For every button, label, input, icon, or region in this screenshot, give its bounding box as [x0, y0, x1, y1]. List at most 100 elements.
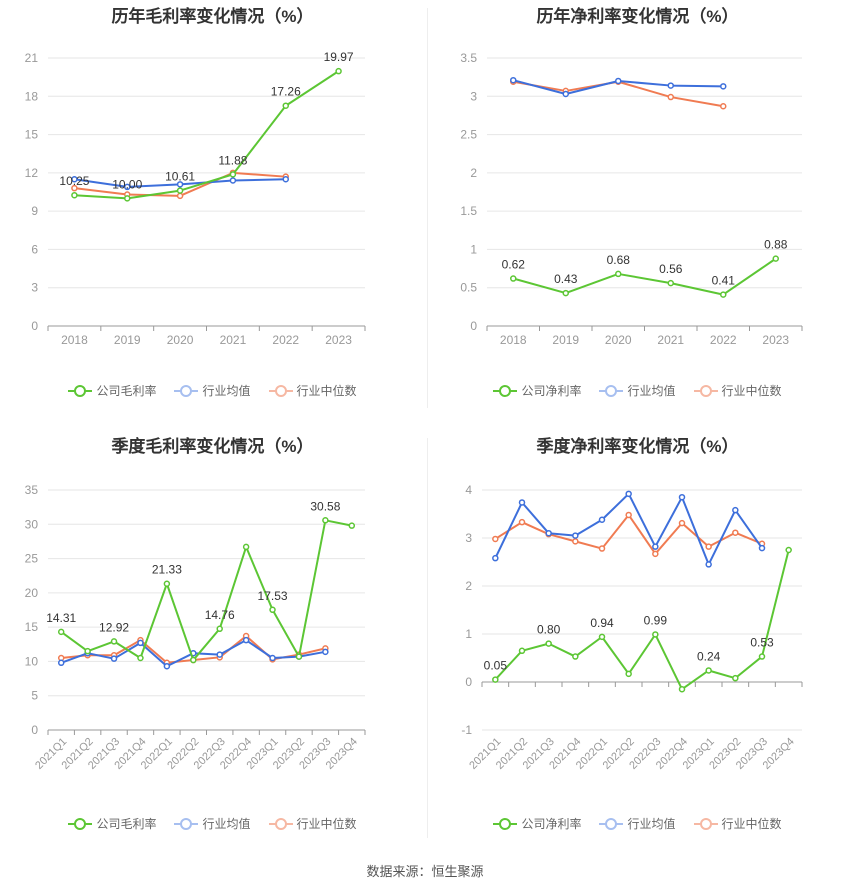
data-point-industry-median [176, 192, 184, 200]
data-point-company [176, 187, 184, 194]
x-tick-label: 2018 [61, 333, 88, 347]
legend-label: 公司净利率 [521, 817, 582, 831]
legend-label: 行业均值 [627, 384, 676, 398]
data-point-company [57, 628, 65, 636]
legend-company[interactable]: 公司净利率 [493, 815, 581, 832]
y-tick-label: 3.5 [460, 51, 477, 65]
data-point-industry-median [652, 550, 659, 558]
data-point-industry-avg [269, 654, 276, 662]
panel-divider [427, 8, 428, 408]
data-point-company [510, 275, 517, 282]
y-tick-label: 5 [31, 689, 38, 703]
legend-industry-avg[interactable]: 行业均值 [599, 815, 676, 832]
data-point-company [625, 670, 632, 678]
annual-gross-margin-panel: 历年毛利率变化情况（%） 0 3 6 9 12 15 18 21 2018 2019 2020 202… [0, 0, 425, 430]
data-point-industry-avg [678, 493, 686, 501]
y-tick-label: 35 [25, 483, 39, 497]
data-label: 0.24 [697, 649, 721, 663]
y-tick-label: 0 [470, 319, 477, 333]
data-label: 0.94 [590, 616, 614, 630]
data-point-company [71, 191, 78, 199]
data-point-industry-avg [732, 506, 739, 514]
data-point-industry-median [598, 545, 606, 552]
x-tick-label: 2023 [762, 333, 789, 347]
data-point-industry-avg [667, 82, 674, 89]
legend-industry-median[interactable]: 行业中位数 [268, 815, 357, 832]
legend-industry-avg[interactable]: 行业均值 [599, 382, 676, 399]
data-point-industry-avg [57, 659, 65, 667]
quarterly-gross-margin-chart: 051015202530352021Q12021Q22021Q32021Q420… [25, 483, 366, 772]
data-point-industry-median [625, 511, 632, 519]
legend-company[interactable]: 公司毛利率 [68, 382, 156, 399]
data-point-industry-avg [652, 543, 659, 550]
data-point-company [335, 67, 342, 75]
data-point-company [137, 654, 144, 662]
data-label: 10.61 [165, 170, 195, 184]
legend-company[interactable]: 公司净利率 [493, 382, 581, 399]
data-label: 0.05 [484, 659, 508, 673]
data-label: 19.97 [324, 50, 354, 64]
data-point-industry-median [71, 184, 78, 192]
y-tick-label: 2 [470, 166, 477, 180]
data-label: 14.31 [46, 611, 76, 625]
legend-company[interactable]: 公司毛利率 [68, 815, 156, 832]
legend-industry-median[interactable]: 行业中位数 [693, 382, 782, 399]
y-tick-label: 0 [31, 319, 38, 333]
data-label: 10.00 [112, 177, 142, 191]
y-tick-label: 1.5 [460, 204, 477, 218]
data-point-industry-avg [322, 648, 329, 656]
data-point-company [705, 667, 712, 674]
y-tick-label: 6 [31, 242, 38, 256]
legend-industry-avg[interactable]: 行业均值 [174, 382, 251, 399]
x-tick-label: 2022 [710, 333, 737, 347]
chart-legend: 公司净利率 行业均值 行业中位数 [425, 382, 850, 399]
data-label: 21.33 [152, 563, 182, 577]
legend-label: 行业均值 [202, 817, 251, 831]
data-point-industry-avg [242, 636, 250, 644]
data-point-industry-avg [137, 639, 144, 647]
series-line-industry-median [494, 513, 763, 555]
legend-label: 行业均值 [202, 384, 251, 398]
data-point-industry-median [678, 519, 686, 527]
y-tick-label: 0.5 [460, 281, 477, 295]
data-point-company [678, 685, 686, 693]
data-label: 0.43 [554, 272, 578, 286]
data-point-company [785, 546, 792, 554]
y-tick-label: 10 [25, 654, 39, 668]
legend-industry-avg[interactable]: 行业均值 [174, 815, 251, 832]
x-tick-label: 2019 [552, 333, 579, 347]
y-tick-label: 0 [465, 675, 472, 689]
y-tick-label: 1 [465, 627, 472, 641]
data-point-industry-median [667, 93, 674, 101]
data-point-industry-avg [71, 175, 78, 183]
data-label: 30.58 [310, 499, 340, 513]
data-label: 0.41 [712, 274, 736, 288]
data-point-company [84, 647, 91, 655]
data-point-industry-avg [720, 83, 727, 90]
y-tick-label: 3 [465, 531, 472, 545]
series-line-company [512, 257, 777, 296]
panel-divider [427, 438, 428, 838]
data-label: 17.53 [258, 589, 288, 603]
data-point-company [720, 291, 727, 298]
x-tick-label: 2018 [500, 333, 527, 347]
chart-title: 季度净利率变化情况（%） [536, 437, 739, 456]
data-label: 0.56 [659, 262, 683, 276]
annual-net-margin-chart: 0 0.5 1 1.5 2 2.5 3 3.5 2018 2019 2020 2021 2022 2023… [460, 51, 803, 347]
data-point-company [282, 102, 289, 109]
data-point-company [124, 195, 131, 202]
x-tick-label: 2019 [114, 333, 141, 347]
chart-legend: 公司净利率 行业均值 行业中位数 [425, 815, 850, 832]
data-point-company [348, 522, 356, 529]
data-point-company [758, 653, 766, 660]
data-point-company [572, 653, 579, 660]
legend-industry-median[interactable]: 行业中位数 [693, 815, 782, 832]
data-point-industry-avg [124, 183, 131, 191]
data-point-industry-avg [758, 544, 766, 552]
y-tick-label: 2.5 [460, 128, 477, 142]
data-point-industry-avg [518, 499, 526, 506]
data-label: 12.92 [99, 620, 129, 634]
legend-label: 行业中位数 [296, 384, 357, 398]
chart-title: 历年净利率变化情况（%） [536, 7, 739, 26]
legend-industry-median[interactable]: 行业中位数 [268, 382, 357, 399]
